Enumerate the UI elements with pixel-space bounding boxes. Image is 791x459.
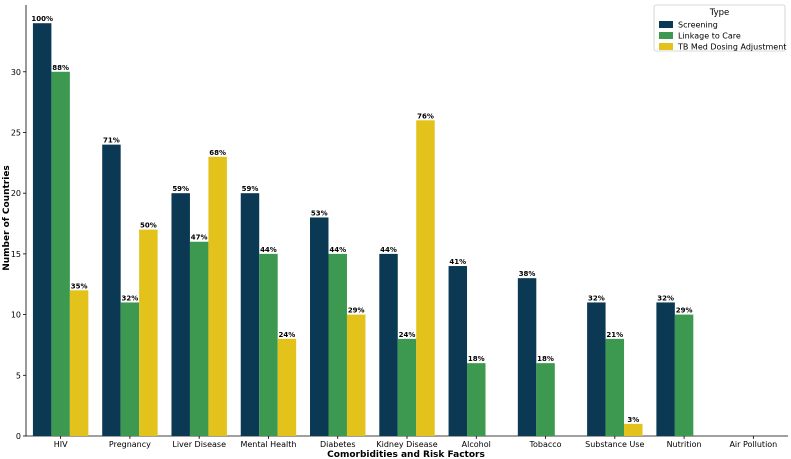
- legend-box: [653, 4, 786, 52]
- y-axis-title: Number of Countries: [2, 165, 12, 271]
- bar: [656, 302, 675, 436]
- data-label: 100%: [31, 15, 53, 23]
- data-label: 59%: [172, 185, 189, 193]
- data-label: 68%: [209, 149, 226, 157]
- data-labels: 100% 88% 35% 71% 32% 50% 59% 47% 68% 59% 44% 24% 53%…: [31, 15, 692, 424]
- bar: [448, 266, 468, 436]
- data-label: 53%: [311, 209, 328, 217]
- data-label: 50%: [140, 222, 157, 230]
- y-tick-label: 10: [11, 311, 21, 320]
- bar: [51, 71, 70, 436]
- legend-label: TB Med Dosing Adjustment: [677, 43, 786, 52]
- data-label: 44%: [329, 246, 346, 254]
- bar: [102, 144, 121, 436]
- bar: [171, 193, 190, 436]
- legend-swatch: [659, 21, 673, 28]
- data-label: 24%: [279, 331, 296, 339]
- x-tick-label: Pregnancy: [109, 440, 151, 449]
- legend-title: Type: [709, 8, 730, 18]
- data-label: 32%: [588, 294, 605, 302]
- bar: [120, 302, 140, 436]
- x-tick-label: Nutrition: [667, 440, 702, 449]
- x-tick-label: Substance Use: [585, 440, 644, 449]
- legend-swatch: [659, 32, 673, 39]
- data-label: 41%: [449, 258, 466, 266]
- data-label: 18%: [468, 355, 485, 363]
- y-tick-label: 5: [16, 371, 21, 380]
- data-label: 38%: [519, 270, 536, 278]
- bar: [32, 23, 52, 436]
- bar: [624, 423, 643, 436]
- x-tick-label: Tobacco: [528, 440, 561, 449]
- y-tick-label: 30: [11, 68, 21, 77]
- legend-label: Screening: [678, 21, 718, 30]
- bar: [208, 156, 227, 436]
- data-label: 71%: [103, 137, 120, 145]
- bar: [587, 302, 606, 436]
- data-label: 24%: [399, 331, 416, 339]
- data-label: 47%: [191, 234, 208, 242]
- bar: [328, 253, 347, 436]
- bar: [69, 290, 89, 436]
- bar: [240, 193, 260, 436]
- bars: [32, 23, 694, 437]
- data-label: 88%: [52, 64, 69, 72]
- x-tick-label: HIV: [54, 440, 68, 449]
- x-tick-label: Diabetes: [320, 440, 356, 449]
- legend-label: Linkage to Care: [678, 32, 741, 41]
- bar: [346, 314, 366, 436]
- bar: [259, 253, 278, 436]
- data-label: 59%: [242, 185, 259, 193]
- bar: [189, 241, 209, 436]
- legend: Type Screening Linkage to Care TB Med Dosin…: [653, 4, 786, 52]
- x-tick-label: Mental Health: [240, 440, 296, 449]
- bar: [605, 338, 625, 436]
- data-label: 29%: [676, 307, 693, 315]
- x-tick-label: Kidney Disease: [376, 440, 437, 449]
- x-tick-label: Alcohol: [462, 440, 491, 449]
- x-tick-label: Air Pollution: [729, 440, 777, 449]
- data-label: 21%: [606, 331, 623, 339]
- x-axis-title: Comorbidities and Risk Factors: [327, 450, 485, 459]
- data-label: 44%: [380, 246, 397, 254]
- bar: [310, 217, 329, 436]
- y-tick-label: 15: [11, 250, 21, 259]
- bar: [379, 253, 398, 436]
- data-label: 3%: [627, 416, 639, 424]
- data-label: 18%: [537, 355, 554, 363]
- bar: [277, 338, 297, 436]
- data-label: 44%: [260, 246, 277, 254]
- data-label: 29%: [348, 307, 365, 315]
- bar: [139, 229, 158, 436]
- y-tick-label: 20: [11, 189, 21, 198]
- data-label: 32%: [657, 294, 674, 302]
- data-label: 32%: [122, 294, 139, 302]
- bar: [397, 338, 417, 436]
- y-tick-label: 25: [11, 128, 21, 137]
- bar: [467, 363, 486, 436]
- data-label: 35%: [71, 282, 88, 290]
- bar: [536, 363, 555, 436]
- x-tick-label: Liver Disease: [172, 440, 226, 449]
- y-tick-label: 0: [16, 432, 21, 441]
- legend-swatch: [659, 43, 673, 50]
- data-label: 76%: [417, 112, 434, 120]
- bar: [416, 120, 435, 437]
- bar: [674, 314, 694, 436]
- bar: [517, 278, 537, 436]
